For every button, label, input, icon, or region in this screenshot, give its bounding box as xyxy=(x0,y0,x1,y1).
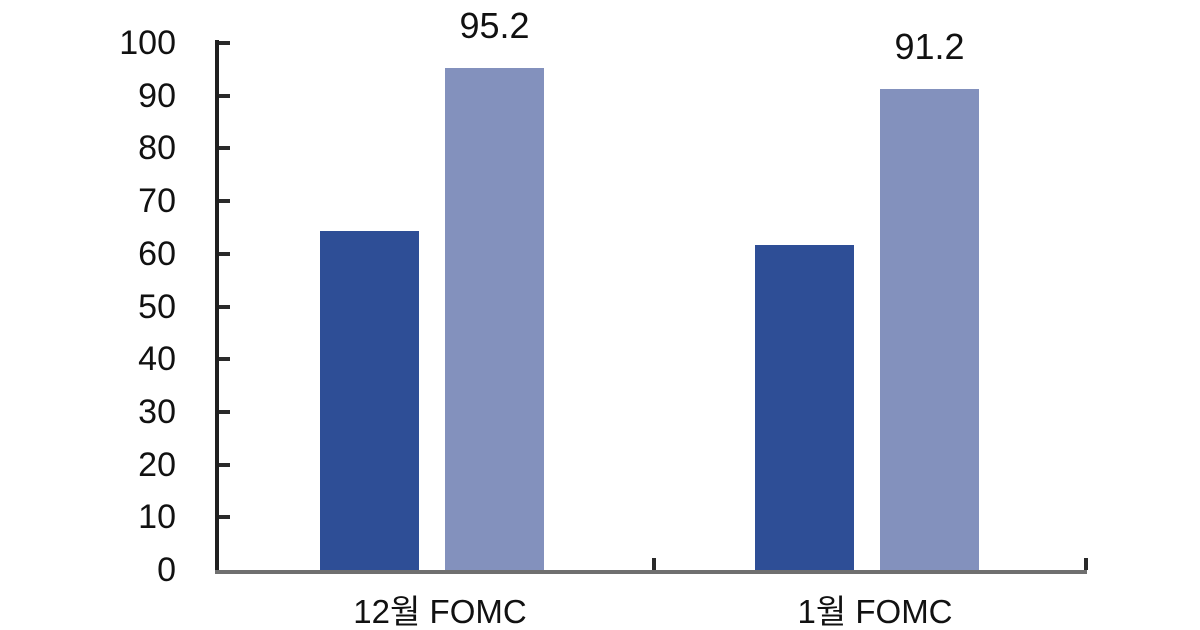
y-tick xyxy=(219,357,230,362)
bar-dark-blue-series-2 xyxy=(755,244,854,570)
category-label: 1월 FOMC xyxy=(797,593,953,630)
y-tick-label: 60 xyxy=(138,234,176,273)
x-axis-line xyxy=(215,570,1087,574)
y-tick xyxy=(219,199,230,204)
y-tick xyxy=(219,41,230,45)
y-tick-label: 100 xyxy=(119,24,176,62)
x-tick xyxy=(652,558,656,570)
bar-value-label: 91.2 xyxy=(894,26,965,68)
y-tick xyxy=(219,93,230,98)
y-tick-label: 80 xyxy=(138,129,176,168)
bar-light-blue-series-2 xyxy=(880,89,979,570)
y-tick xyxy=(219,409,230,414)
x-tick xyxy=(1084,558,1088,570)
y-tick-label: 30 xyxy=(138,392,176,431)
y-tick xyxy=(219,515,230,520)
y-tick-label: 40 xyxy=(138,340,176,379)
y-tick xyxy=(219,462,230,467)
bar-light-blue-series-1 xyxy=(445,68,544,570)
category-label: 12월 FOMC xyxy=(353,593,527,630)
bar-value-label: 95.2 xyxy=(459,5,530,47)
y-tick-label: 10 xyxy=(138,498,176,537)
y-tick xyxy=(219,304,230,309)
y-axis-line xyxy=(215,40,219,574)
y-tick-label: 90 xyxy=(138,76,176,115)
bar-dark-blue-series-1 xyxy=(320,231,419,570)
y-tick-label: 70 xyxy=(138,182,176,221)
y-tick xyxy=(219,251,230,256)
y-tick-label: 0 xyxy=(157,551,176,589)
y-tick-label: 50 xyxy=(138,287,176,326)
y-tick xyxy=(219,146,230,151)
y-tick-label: 20 xyxy=(138,445,176,484)
